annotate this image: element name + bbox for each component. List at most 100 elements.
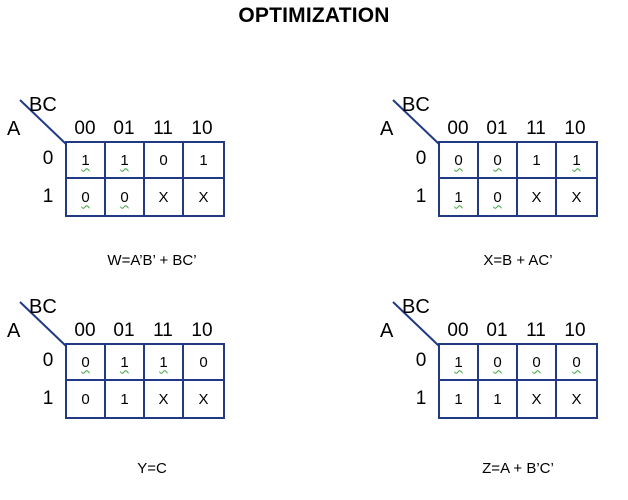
kmap-cell-value: X <box>571 188 582 206</box>
kmap-cell: 0 <box>67 381 106 417</box>
kmap-cell-value: 1 <box>454 188 463 206</box>
kmap-cell-value: 0 <box>199 353 208 371</box>
kmap-cell: 0 <box>440 143 479 179</box>
kmap-cell: X <box>518 179 557 215</box>
kmap-grid: 1 1 0 1 0 0 X X <box>65 141 225 217</box>
kmap-column-label: 11 <box>153 320 173 341</box>
kmap-row-label: 0 <box>42 350 54 371</box>
equation-z: Z=A + B’C’ <box>482 460 554 477</box>
kmap-cell-value: X <box>531 188 542 206</box>
equation-w: W=A’B’ + BC’ <box>107 252 197 269</box>
kmap-cell: 0 <box>479 143 518 179</box>
kmap-column-label: 01 <box>486 118 508 139</box>
kmap-w: BC A 00 01 11 10 0 1 1 1 0 1 0 0 X X <box>0 94 260 298</box>
kmap-cell-value: 0 <box>159 151 168 169</box>
kmap-row-variable: A <box>380 320 394 342</box>
kmap-cell: 0 <box>479 345 518 381</box>
kmap-cell-value: 0 <box>120 188 129 206</box>
kmap-cell: 1 <box>67 143 106 179</box>
kmap-row-variable: A <box>7 320 21 342</box>
kmap-column-variable: BC <box>29 94 57 116</box>
kmap-cell-value: 0 <box>454 151 463 169</box>
kmap-cell: 1 <box>145 345 184 381</box>
kmap-cell: 0 <box>479 179 518 215</box>
kmap-column-label: 10 <box>191 320 213 341</box>
kmap-column-label: 00 <box>74 320 96 341</box>
kmap-column-label: 11 <box>526 118 546 139</box>
kmap-cell-value: 0 <box>81 188 90 206</box>
kmap-cell-value: 1 <box>454 390 463 408</box>
kmap-cell-value: 1 <box>159 353 168 371</box>
kmap-cell: 1 <box>440 381 479 417</box>
kmap-column-label: 10 <box>564 320 586 341</box>
kmap-cell-value: 1 <box>199 151 208 169</box>
kmap-y: BC A 00 01 11 10 0 1 0 1 1 0 0 1 X X <box>0 296 260 500</box>
kmap-grid: 0 0 1 1 1 0 X X <box>438 141 598 217</box>
kmap-cell-value: 0 <box>532 353 541 371</box>
kmap-cell-value: 1 <box>120 390 129 408</box>
kmap-grid: 1 0 0 0 1 1 X X <box>438 343 598 419</box>
kmap-cell-value: X <box>531 390 542 408</box>
equation-y: Y=C <box>137 460 167 477</box>
kmap-column-label: 10 <box>564 118 586 139</box>
equation-x: X=B + AC’ <box>483 252 553 269</box>
kmap-column-label: 01 <box>113 320 135 341</box>
kmap-column-label: 00 <box>74 118 96 139</box>
kmap-column-variable: BC <box>29 296 57 318</box>
kmap-cell: 1 <box>106 143 145 179</box>
kmap-x: BC A 00 01 11 10 0 1 0 0 1 1 1 0 X X <box>373 94 628 298</box>
kmap-cell-value: 0 <box>493 151 502 169</box>
kmap-row-label: 1 <box>415 186 427 207</box>
kmap-cell: 1 <box>557 143 596 179</box>
kmap-row-label: 1 <box>415 388 427 409</box>
kmap-cell: 1 <box>106 381 145 417</box>
kmap-cell-value: 0 <box>493 353 502 371</box>
kmap-cell-value: 1 <box>454 353 463 371</box>
kmap-cell: X <box>184 179 223 215</box>
kmap-row-label: 0 <box>42 148 54 169</box>
kmap-cell: 1 <box>479 381 518 417</box>
kmap-cell-value: X <box>571 390 582 408</box>
kmap-cell: X <box>145 381 184 417</box>
kmap-column-label: 00 <box>447 320 469 341</box>
kmap-column-label: 11 <box>153 118 173 139</box>
kmap-cell: 0 <box>67 179 106 215</box>
kmap-cell-value: X <box>158 188 169 206</box>
kmap-column-variable: BC <box>402 94 430 116</box>
kmap-cell: 0 <box>67 345 106 381</box>
kmap-cell-value: X <box>158 390 169 408</box>
kmap-cell: X <box>184 381 223 417</box>
kmap-column-label: 01 <box>113 118 135 139</box>
kmap-cell: 0 <box>145 143 184 179</box>
kmap-row-label: 0 <box>415 350 427 371</box>
kmap-cell: 1 <box>184 143 223 179</box>
kmap-cell-value: 1 <box>572 151 581 169</box>
kmap-cell-value: 0 <box>572 353 581 371</box>
kmap-cell: 1 <box>106 345 145 381</box>
kmap-cell-value: 1 <box>120 151 129 169</box>
kmap-cell-value: X <box>198 188 209 206</box>
kmap-diagonal-divider <box>19 301 67 347</box>
kmap-cell: X <box>145 179 184 215</box>
kmap-row-label: 1 <box>42 388 54 409</box>
kmap-cell: 0 <box>557 345 596 381</box>
kmap-cell: 1 <box>440 179 479 215</box>
kmap-row-variable: A <box>7 118 21 140</box>
kmap-cell: X <box>557 381 596 417</box>
kmap-cell-value: X <box>198 390 209 408</box>
kmap-column-label: 01 <box>486 320 508 341</box>
page-title: OPTIMIZATION <box>238 4 390 27</box>
kmap-column-label: 10 <box>191 118 213 139</box>
kmap-column-variable: BC <box>402 296 430 318</box>
kmap-diagonal-divider <box>19 99 67 145</box>
kmap-cell-value: 1 <box>120 353 129 371</box>
kmap-grid: 0 1 1 0 0 1 X X <box>65 343 225 419</box>
kmap-cell-value: 0 <box>493 188 502 206</box>
kmap-diagonal-divider <box>392 301 440 347</box>
kmap-cell: 0 <box>518 345 557 381</box>
kmap-row-label: 0 <box>415 148 427 169</box>
kmap-column-label: 11 <box>526 320 546 341</box>
kmap-cell-value: 1 <box>81 151 90 169</box>
kmap-cell-value: 0 <box>81 390 90 408</box>
kmap-cell: 0 <box>184 345 223 381</box>
